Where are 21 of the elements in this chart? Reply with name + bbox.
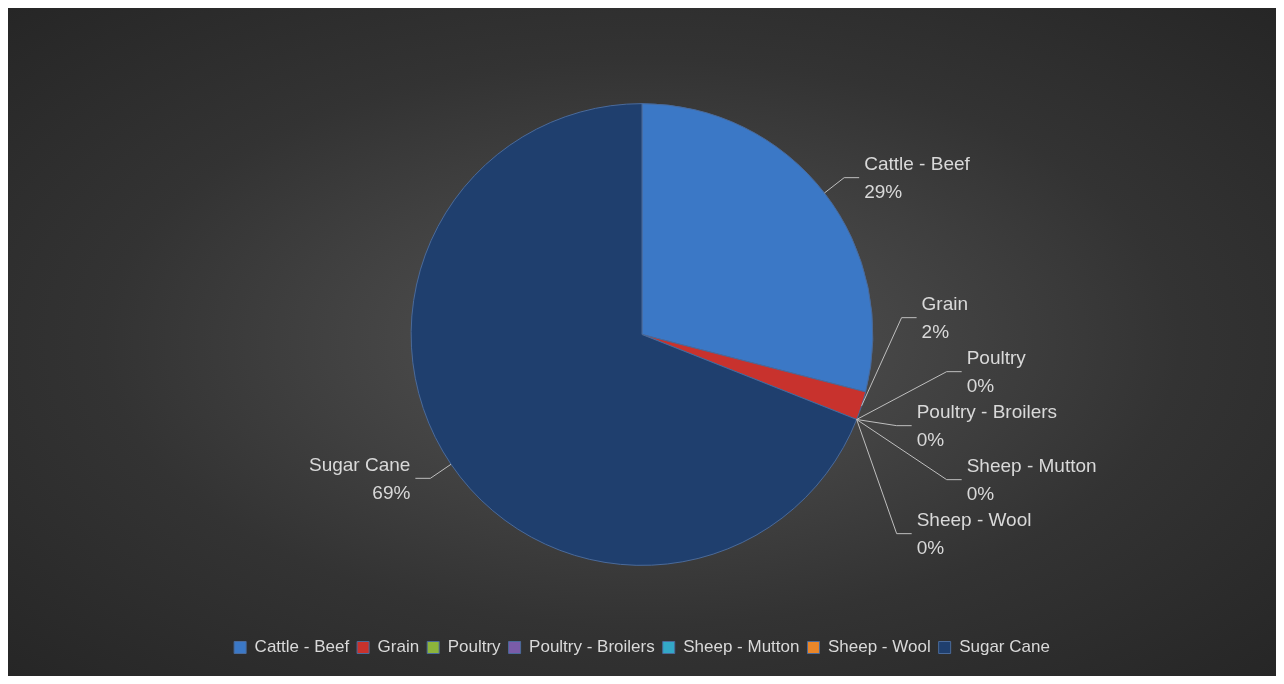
text: 0%: [966, 482, 995, 504]
category-label: Sheep - Mutton: [966, 454, 1097, 476]
legend-label: Sugar Cane: [959, 637, 1050, 657]
text: 0%: [916, 536, 945, 558]
data-label: 2%: [921, 320, 950, 342]
legend-label: Grain: [377, 637, 420, 657]
data-label: 69%: [372, 481, 411, 503]
legend-label: Sheep - Mutton: [683, 637, 800, 657]
slice-label: Sugar Cane: [308, 453, 411, 475]
legend-label: Sheep - Wool: [827, 637, 931, 657]
text: 0%: [916, 428, 945, 450]
category-label: Poultry: [966, 346, 1026, 368]
data-label: 29%: [864, 180, 903, 202]
slice-label: Cattle - Beef: [864, 152, 971, 174]
legend-label: Poultry - Broilers: [529, 637, 655, 657]
category-label: Poultry - Broilers: [916, 400, 1058, 422]
category-label: Sheep - Wool: [916, 508, 1032, 530]
slice-label: Grain: [921, 292, 969, 314]
legend-label: Cattle - Beef: [254, 637, 350, 657]
text: 0%: [966, 374, 995, 396]
legend-label: Poultry: [447, 637, 502, 657]
